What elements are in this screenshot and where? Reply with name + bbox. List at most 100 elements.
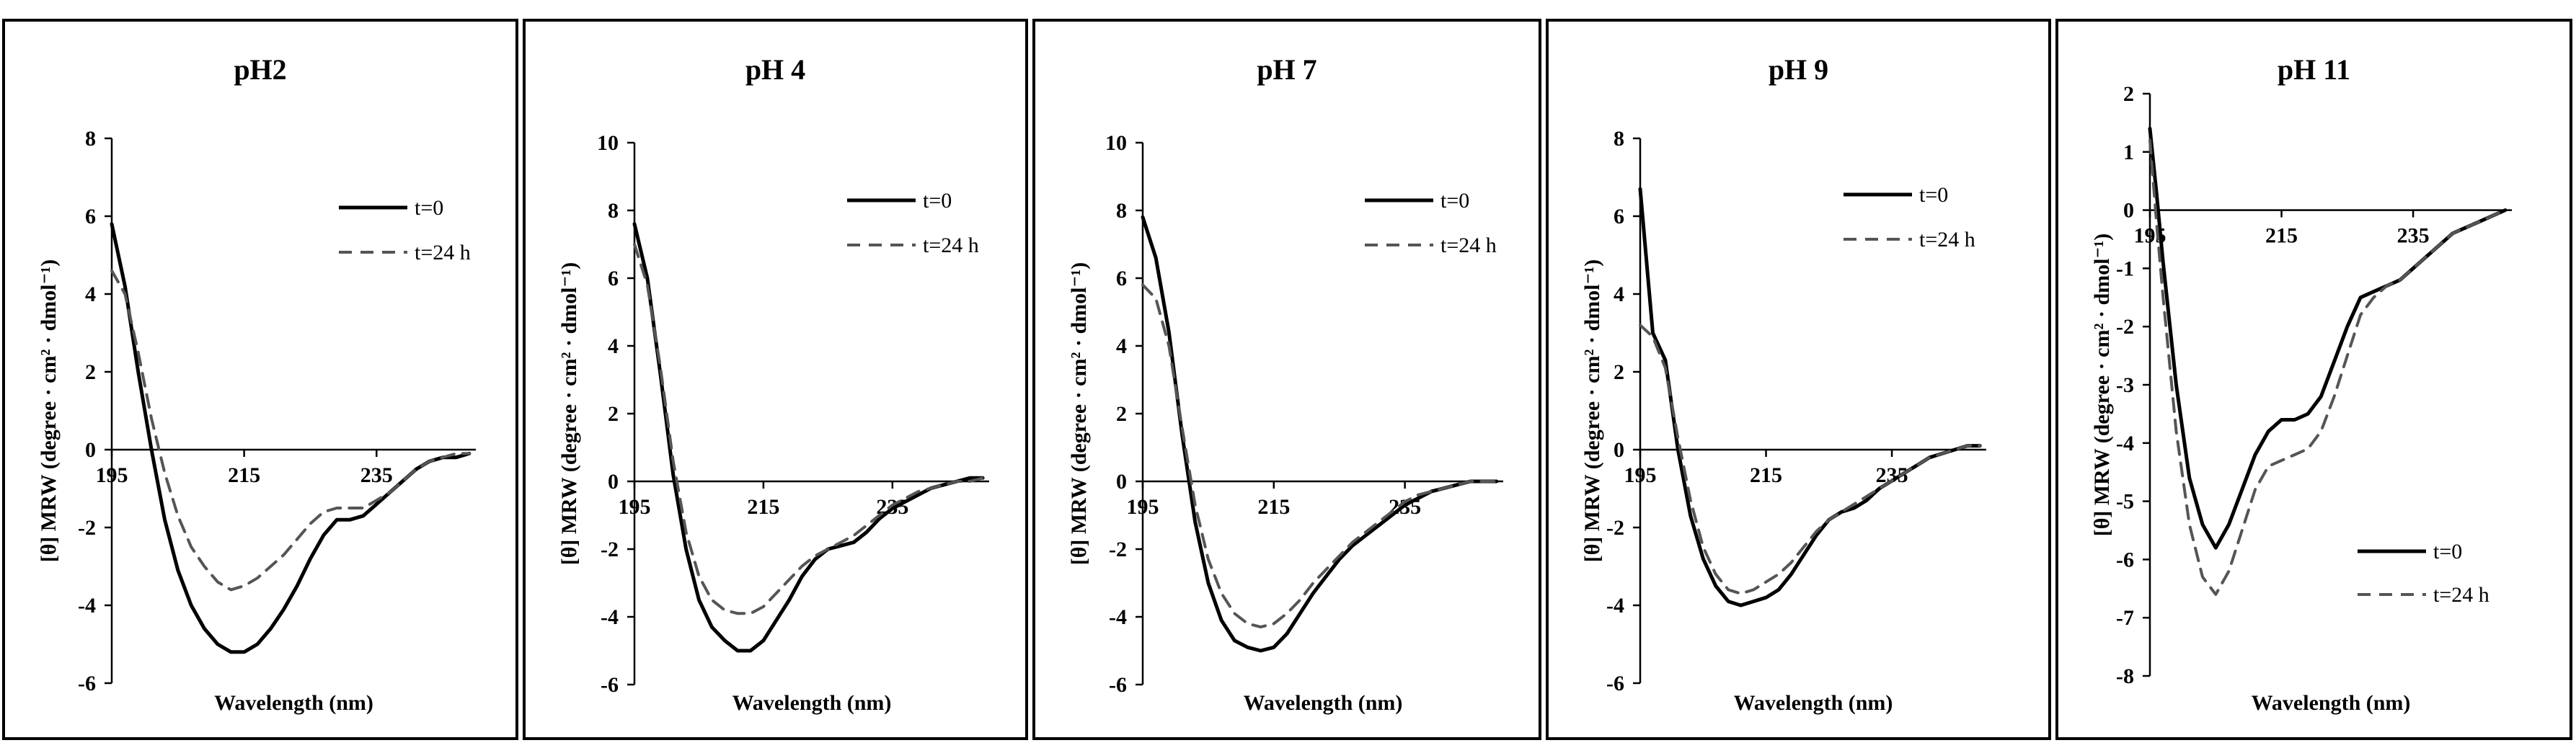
x-tick-label: 195: [1624, 463, 1657, 487]
x-tick-label: 215: [1750, 463, 1782, 487]
y-tick-label: -4: [1109, 605, 1127, 629]
y-axis-title: [θ] MRW (degree · cm² · dmol⁻¹): [557, 262, 581, 566]
chart-title: pH 7: [1257, 53, 1316, 86]
legend-label: t=0: [415, 196, 443, 220]
x-tick-label: 215: [1257, 495, 1290, 519]
legend-label: t=24 h: [1440, 233, 1497, 257]
x-tick-label: 215: [228, 463, 260, 487]
series-line-t24h: [110, 269, 471, 592]
legend-label: t=0: [1919, 183, 1948, 207]
legend-label: t=24 h: [1919, 228, 1975, 251]
legend-label: t=24 h: [923, 233, 979, 257]
y-tick-label: 8: [85, 127, 96, 151]
y-tick-label: -2: [601, 538, 619, 561]
x-tick-label: 195: [1127, 495, 1159, 519]
y-tick-label: 0: [1614, 438, 1624, 462]
series-line-t0: [110, 222, 472, 654]
series-line-t0: [2148, 127, 2508, 550]
y-tick-label: 2: [608, 402, 619, 426]
x-axis-title: Wavelength (nm): [1244, 691, 1403, 715]
x-tick-label: 215: [747, 495, 779, 519]
x-axis-title: Wavelength (nm): [1734, 691, 1893, 715]
y-tick-label: 4: [608, 334, 619, 358]
y-tick-label: -6: [1606, 672, 1624, 695]
x-axis-title: Wavelength (nm): [732, 691, 892, 715]
series-line-t24h: [633, 243, 985, 615]
x-tick-label: 215: [2265, 224, 2298, 248]
y-tick-label: 2: [85, 360, 96, 384]
y-tick-label: 6: [1116, 267, 1127, 290]
series-line-t24h: [1639, 324, 1982, 595]
legend-label: t=0: [1440, 189, 1469, 213]
y-tick-label: 2: [1614, 360, 1624, 384]
y-axis-title: [θ] MRW (degree · cm² · dmol⁻¹): [1580, 259, 1604, 563]
y-tick-label: -1: [2116, 257, 2134, 280]
y-tick-label: -2: [1109, 538, 1127, 561]
y-tick-label: 2: [1116, 402, 1127, 426]
y-tick-label: 6: [85, 205, 96, 228]
x-tick-label: 235: [360, 463, 393, 487]
y-tick-label: 0: [1116, 470, 1127, 494]
series-line-t24h: [1141, 283, 1498, 629]
y-tick-label: 0: [85, 438, 96, 462]
y-tick-label: 4: [1614, 282, 1624, 306]
y-tick-label: 1: [2123, 141, 2134, 164]
y-tick-label: 4: [85, 282, 96, 306]
legend-label: t=0: [2433, 540, 2462, 564]
y-tick-label: 6: [608, 267, 619, 290]
y-tick-label: 6: [1614, 205, 1624, 228]
chart-title: pH 11: [2278, 53, 2350, 86]
panel-frame: [523, 19, 1028, 740]
y-tick-label: -6: [1109, 673, 1127, 697]
y-tick-label: 0: [2123, 199, 2134, 223]
legend-label: t=24 h: [2433, 583, 2489, 607]
y-tick-label: -3: [2116, 373, 2134, 397]
y-tick-label: 4: [1116, 334, 1127, 358]
series-line-t0: [632, 222, 985, 653]
panel-frame: [2, 19, 518, 740]
y-tick-label: 0: [608, 470, 619, 494]
y-tick-label: -8: [2116, 664, 2134, 688]
y-tick-label: 10: [597, 131, 619, 155]
y-tick-label: 8: [1614, 127, 1624, 151]
series-line-t0: [1141, 215, 1499, 653]
y-tick-label: -2: [1606, 516, 1624, 540]
y-tick-label: -2: [78, 516, 96, 540]
y-tick-label: -7: [2116, 606, 2134, 630]
y-tick-label: 8: [608, 199, 619, 223]
y-tick-label: -4: [2116, 432, 2134, 455]
y-tick-label: -4: [601, 605, 619, 629]
legend-label: t=0: [923, 189, 952, 213]
y-tick-label: -6: [78, 672, 96, 695]
y-tick-label: -2: [2116, 315, 2134, 339]
y-tick-label: 10: [1105, 131, 1127, 155]
y-tick-label: 2: [2123, 82, 2134, 106]
x-tick-label: 195: [96, 463, 128, 487]
panel-frame: [2055, 19, 2572, 740]
x-tick-label: 235: [2397, 224, 2430, 248]
series-line-t24h: [2148, 138, 2507, 596]
y-tick-label: -4: [78, 594, 96, 618]
y-tick-label: -6: [601, 673, 619, 697]
y-tick-label: -4: [1606, 594, 1624, 618]
y-tick-label: -6: [2116, 548, 2134, 571]
y-tick-label: -5: [2116, 490, 2134, 514]
y-axis-title: [θ] MRW (degree · cm² · dmol⁻¹): [37, 259, 61, 563]
chart-panel-1: pH2 8 6 4 2 0 -2 -4 -6 195 215 235 Wavelength (nm) [θ…: [2, 19, 518, 740]
panel-frame: [1032, 19, 1541, 740]
y-tick-label: 8: [1116, 199, 1127, 223]
chart-title: pH 9: [1769, 53, 1828, 86]
legend-label: t=24 h: [415, 241, 471, 264]
chart-title: pH 4: [745, 53, 805, 86]
x-axis-title: Wavelength (nm): [214, 691, 373, 715]
y-axis-title: [θ] MRW (degree · cm² · dmol⁻¹): [2090, 233, 2114, 537]
panel-frame: [1546, 19, 2051, 740]
x-tick-label: 195: [619, 495, 651, 519]
y-axis-title: [θ] MRW (degree · cm² · dmol⁻¹): [1067, 262, 1091, 566]
